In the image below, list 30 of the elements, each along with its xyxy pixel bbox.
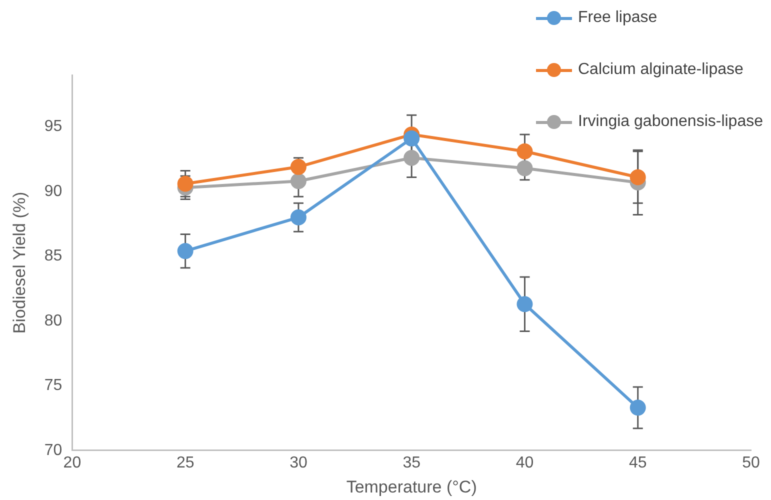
x-axis-title: Temperature (°C) [346,477,477,496]
y-tick-label: 85 [44,248,62,265]
y-tick-label: 75 [44,377,62,394]
x-tick-label: 50 [742,454,760,472]
legend-label: Irvingia gabonensis-lipase [578,113,763,131]
x-tick-label: 45 [628,454,647,472]
point [516,143,533,160]
point [177,243,194,260]
x-tick-label: 30 [290,454,308,472]
x-tick-label: 20 [63,454,82,472]
point [290,209,306,226]
point [516,296,533,312]
point [630,400,646,416]
y-tick-label: 80 [44,312,62,330]
point [404,150,420,166]
x-tick-label: 25 [176,454,194,472]
legend-label: Free lipase [578,9,658,27]
legend-label: Calcium alginate-lipase [578,61,744,79]
point [177,176,194,192]
x-tick-label: 35 [402,454,421,472]
y-tick-label: 95 [44,118,62,136]
y-tick-label: 70 [44,442,62,459]
point [630,169,646,186]
y-tick-label: 90 [44,182,62,200]
point [290,173,306,190]
y-axis-title: Biodiesel Yield (%) [10,192,29,334]
x-tick-label: 40 [516,454,534,472]
point [516,160,533,176]
point [404,130,420,146]
point [290,158,306,175]
